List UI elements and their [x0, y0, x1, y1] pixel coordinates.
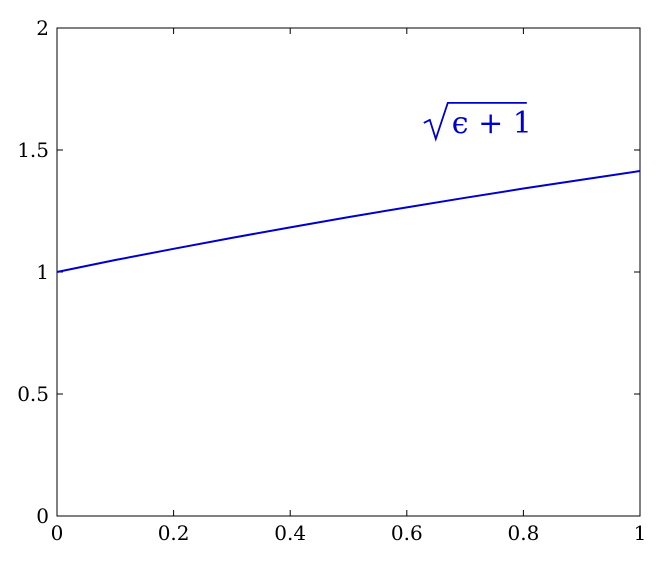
- x-tick-label: 0.2: [158, 521, 190, 545]
- axis-layer: [56, 27, 641, 517]
- x-tick-label: 0: [51, 521, 64, 545]
- x-tick-label: 0.8: [507, 521, 539, 545]
- y-tick-label: 0: [36, 504, 49, 528]
- series-line: [56, 169, 641, 273]
- annotation-label: ϵ + 1: [452, 106, 532, 141]
- series-layer: [56, 169, 641, 273]
- x-tick-label: 0.6: [391, 521, 423, 545]
- curve-annotation: ϵ + 1: [423, 102, 532, 142]
- y-tick-label: 1.5: [17, 138, 49, 162]
- tick-layer: 0 0.2 0.4 0.6 0.8 1 0 0.5 1 1.5 2: [17, 16, 646, 545]
- x-tick-label: 0.4: [274, 521, 306, 545]
- x-tick-label: 1: [634, 521, 647, 545]
- annotation-layer: ϵ + 1: [423, 102, 532, 142]
- radical-sign: [423, 102, 527, 142]
- y-tick-label: 0.5: [17, 382, 49, 406]
- y-tick-label: 1: [36, 260, 49, 284]
- plot-frame: [56, 27, 641, 517]
- y-tick-label: 2: [36, 16, 49, 40]
